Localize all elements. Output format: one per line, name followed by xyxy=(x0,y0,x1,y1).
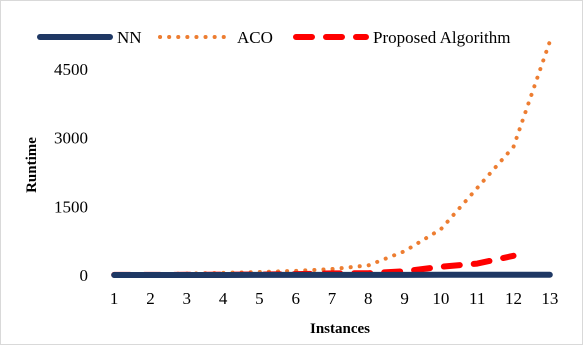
y-tick-label: 0 xyxy=(80,266,89,285)
x-tick-label: 10 xyxy=(432,289,449,308)
y-axis-title: Runtime xyxy=(24,137,40,193)
y-tick-label: 3000 xyxy=(54,129,88,148)
x-tick-label: 9 xyxy=(400,289,409,308)
x-tick-label: 13 xyxy=(541,289,558,308)
x-tick-label: 12 xyxy=(505,289,522,308)
x-axis-title: Instances xyxy=(310,321,370,337)
legend-label: NN xyxy=(117,28,142,47)
y-axis-ticks: 0 1500 3000 4500 xyxy=(54,60,88,285)
y-tick-label: 4500 xyxy=(54,60,88,79)
legend-label: ACO xyxy=(237,28,273,47)
series-lines xyxy=(111,39,553,278)
x-tick-label: 3 xyxy=(183,289,192,308)
x-tick-label: 11 xyxy=(469,289,485,308)
x-tick-label: 1 xyxy=(110,289,119,308)
x-tick-label: 6 xyxy=(291,289,300,308)
series-line-aco xyxy=(112,39,552,277)
x-axis-ticks: 1 2 3 4 5 6 7 8 9 10 11 12 13 xyxy=(110,289,558,308)
y-tick-label: 1500 xyxy=(54,197,88,216)
x-tick-label: 5 xyxy=(255,289,264,308)
x-tick-label: 8 xyxy=(364,289,373,308)
x-tick-label: 7 xyxy=(328,289,337,308)
legend-label: Proposed Algorithm xyxy=(373,28,510,47)
chart-legend: NN ACO Proposed Algorithm xyxy=(37,28,510,47)
x-tick-label: 4 xyxy=(219,289,228,308)
x-tick-label: 2 xyxy=(146,289,155,308)
